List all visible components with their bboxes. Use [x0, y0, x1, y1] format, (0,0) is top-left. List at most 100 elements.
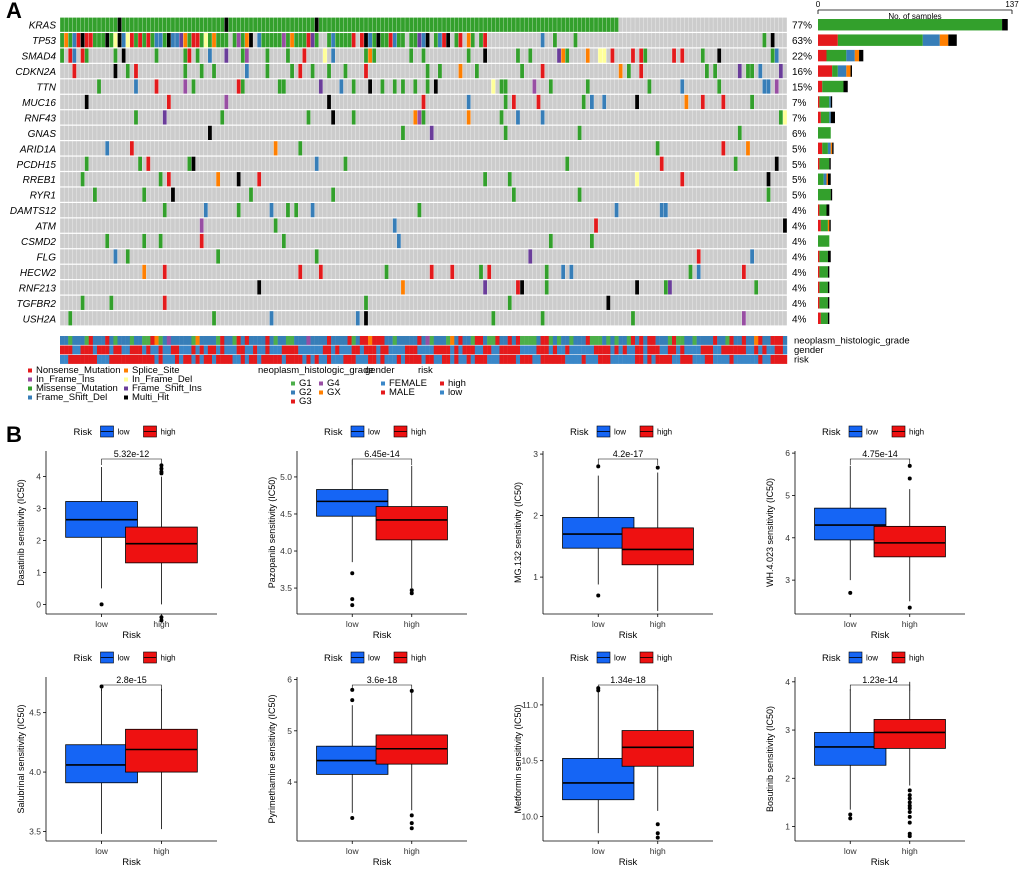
mutation-cell — [778, 48, 783, 63]
mutation-cell — [565, 79, 570, 94]
mutation-cell — [717, 156, 722, 171]
annotation-cell — [265, 355, 270, 364]
mutation-cell — [507, 94, 512, 110]
mutation-cell — [405, 33, 409, 48]
mutation-cell — [676, 280, 681, 295]
mutation-cell — [376, 311, 381, 326]
mutation-cell — [183, 172, 188, 187]
mutation-cell — [97, 203, 101, 218]
mutation-cell — [462, 17, 467, 32]
mutation-cell — [581, 172, 586, 187]
mutation-cell — [709, 63, 713, 79]
mutation-cell — [166, 233, 171, 249]
mutation-cell — [635, 110, 639, 125]
y-tick-label: 5.0 — [280, 472, 292, 482]
mutation-cell — [618, 94, 623, 110]
mutation-cell — [60, 141, 64, 156]
mutation-cell — [659, 172, 664, 187]
annotation-cell — [269, 345, 274, 355]
mutation-cell — [462, 218, 467, 233]
mutation-cell — [778, 203, 783, 218]
mutation-cell — [442, 94, 446, 110]
annotation-cell — [240, 336, 246, 345]
mutation-cell — [458, 280, 463, 295]
legend-title: Risk — [822, 427, 841, 438]
mutation-cell — [199, 187, 204, 202]
mutation-cell — [68, 233, 73, 249]
mutation-cell — [318, 110, 323, 125]
mutation-cell — [700, 311, 705, 326]
mutation-cell — [199, 264, 204, 280]
mutation-cell — [758, 233, 763, 249]
mutation-cell — [651, 94, 656, 110]
annotation-cell — [573, 355, 578, 364]
annotation-cell — [671, 336, 677, 345]
mutation-cell — [323, 311, 327, 326]
mutation-cell — [491, 218, 496, 233]
mutation-cell — [561, 110, 566, 125]
annotation-cell — [117, 355, 122, 364]
mutation-cell — [310, 295, 315, 310]
mutation-cell — [372, 249, 377, 264]
mutation-cell — [770, 187, 775, 202]
mutation-cell — [253, 280, 258, 295]
mutation-cell — [429, 48, 434, 63]
mutation-cell — [561, 187, 566, 202]
mutation-cell — [302, 218, 307, 233]
mutation-cell — [643, 110, 648, 125]
gene-label: TTN — [37, 83, 57, 94]
mutation-cell — [372, 79, 377, 94]
mutation-cell — [696, 295, 701, 310]
mutation-cell — [64, 63, 69, 79]
mutation-cell — [88, 264, 93, 280]
mutation-cell — [487, 141, 492, 156]
mutation-cell — [302, 295, 307, 310]
mutation-cell — [663, 33, 668, 48]
mutation-cell — [396, 141, 401, 156]
mutation-cell — [364, 125, 368, 140]
mutation-cell — [462, 172, 467, 187]
mutation-cell — [236, 79, 241, 94]
annotation-cell — [142, 336, 147, 345]
mutation-cell — [585, 311, 590, 326]
mutation-cell — [171, 125, 175, 140]
mutation-cell — [454, 218, 459, 233]
mutation-cell — [458, 141, 463, 156]
mutation-cell — [212, 79, 216, 94]
mutation-cell — [499, 156, 504, 171]
sample-count-bar — [827, 312, 830, 324]
mutation-cell — [729, 218, 734, 233]
annotation-cell — [429, 345, 434, 355]
mutation-cell — [688, 187, 693, 202]
mutation-cell — [585, 110, 590, 125]
mutation-cell — [298, 249, 303, 264]
mutation-cell — [401, 17, 405, 32]
mutation-cell — [64, 94, 69, 110]
mutation-cell — [688, 172, 693, 187]
mutation-cell — [68, 187, 73, 202]
annotation-cell — [569, 336, 574, 345]
annotation-cell — [770, 355, 775, 364]
mutation-cell — [269, 249, 274, 264]
annotation-cell — [359, 345, 365, 355]
mutation-cell — [470, 63, 475, 79]
mutation-cell — [220, 156, 225, 171]
mutation-cell — [536, 295, 541, 310]
mutation-cell — [651, 187, 656, 202]
annotation-cell — [306, 355, 311, 364]
annotation-cell — [614, 345, 619, 355]
mutation-cell — [203, 125, 208, 140]
mutation-cell — [286, 156, 290, 171]
annotation-cell — [741, 336, 747, 345]
mutation-cell — [277, 233, 282, 249]
mutation-cell — [626, 110, 631, 125]
mutation-cell — [548, 172, 553, 187]
mutation-cell — [626, 156, 631, 171]
mutation-cell — [614, 203, 619, 218]
sample-count-bar — [819, 250, 828, 263]
mutation-cell — [631, 48, 635, 63]
mutation-cell — [433, 172, 438, 187]
mutation-cell — [499, 187, 504, 202]
sample-count-bar — [846, 49, 855, 62]
mutation-cell — [635, 156, 639, 171]
